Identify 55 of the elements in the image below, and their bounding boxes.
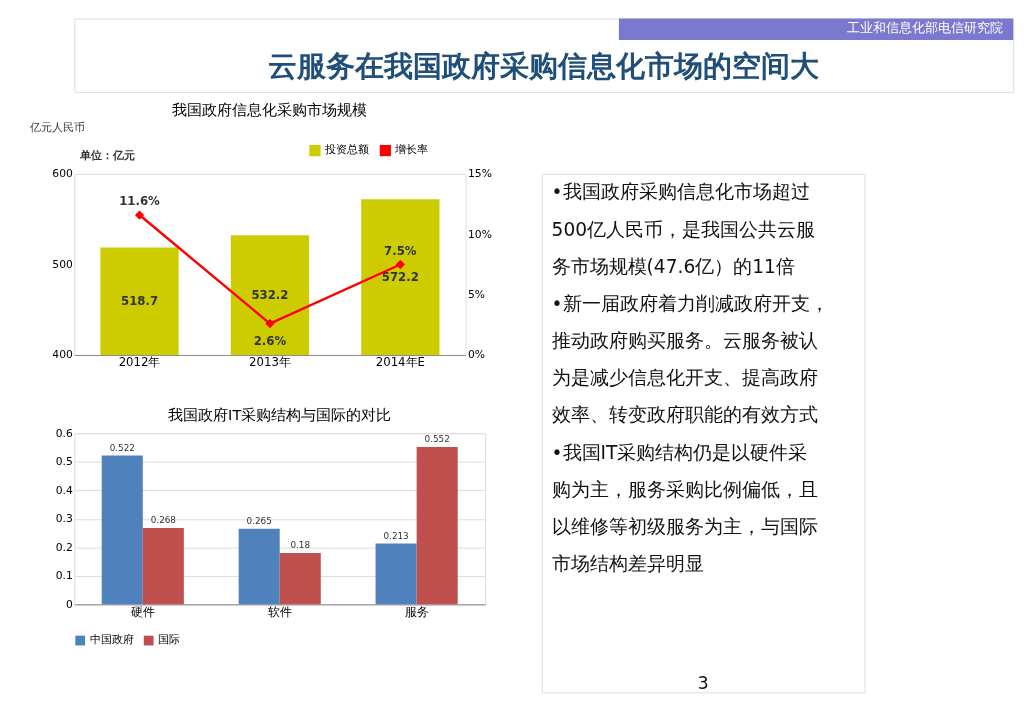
text: •新一届政府着力削减政府开支，推动政府购买服务。云服务被认为是减少信息化开支、提高政府效率、转变政府职能的有效方式 xyxy=(551,292,829,426)
point xyxy=(265,318,275,329)
x-tick-label: 2012年 xyxy=(118,355,161,370)
x-tick-label: 2013年 xyxy=(249,355,291,370)
point xyxy=(134,210,145,220)
y-tick-label: 400 xyxy=(52,348,74,362)
data-label: 0.265 xyxy=(246,515,272,526)
x-tick-label: 硬件 xyxy=(130,604,155,619)
legend-label: 中国政府 xyxy=(89,633,134,647)
x-tick-label: 服务 xyxy=(404,604,429,619)
y-tick-label: 600 xyxy=(52,167,74,181)
legend-label: 投资总额 xyxy=(323,143,369,157)
bar xyxy=(375,543,417,605)
text: 单位：亿元 xyxy=(79,149,136,163)
data-label: 532.2 xyxy=(251,288,289,303)
bar xyxy=(142,527,184,605)
text: •我国IT采购结构仍是以硬件采购为主，服务采购比例偏低，且以维修等初级服务为主，与国际市场结构差异明显 xyxy=(551,441,818,575)
text: •我国政府采购信息化市场超过500亿人民币，是我国公共云服务市场规模(47.6亿）的11倍 xyxy=(551,181,816,277)
legend-label: 国际 xyxy=(158,633,181,647)
bar xyxy=(279,553,321,605)
y-tick-label: 0.6 xyxy=(55,426,74,440)
text: 工业和信息化部电信研究院 xyxy=(847,20,1004,36)
y2-tick-label: 15% xyxy=(467,167,492,181)
y2-tick-label: 5% xyxy=(467,288,486,302)
data-label: 11.6% xyxy=(119,194,161,209)
y-tick-label: 0.1 xyxy=(55,569,73,583)
y-tick-label: 0.4 xyxy=(55,483,74,497)
data-label: 0.213 xyxy=(383,530,409,541)
text: 云服务在我国政府采购信息化市场的空间大 xyxy=(268,49,821,84)
y2-tick-label: 10% xyxy=(467,227,492,241)
data-label: 0.552 xyxy=(424,434,450,445)
bar xyxy=(416,446,458,605)
y-tick-label: 0.5 xyxy=(55,455,73,469)
x-tick-label: 2014年E xyxy=(375,355,425,370)
data-label: 7.5% xyxy=(384,243,417,258)
data-label: 2.6% xyxy=(253,334,287,349)
text: 3 xyxy=(697,673,709,694)
data-label: 0.522 xyxy=(109,442,135,453)
data-label: 572.2 xyxy=(381,269,419,284)
chart-title: 我国政府信息化采购市场规模 xyxy=(172,101,368,119)
y-tick-label: 500 xyxy=(52,257,74,271)
data-label: 518.7 xyxy=(120,294,159,309)
x-tick-label: 软件 xyxy=(267,604,292,619)
data-label: 0.268 xyxy=(150,515,176,526)
y-tick-label: 0 xyxy=(66,597,74,611)
legend-label: 增长率 xyxy=(394,143,429,157)
text: 亿元人民币 xyxy=(29,121,86,134)
y2-tick-label: 0% xyxy=(467,348,486,362)
y-tick-label: 0.3 xyxy=(55,512,73,526)
point xyxy=(395,259,405,270)
bar xyxy=(238,528,280,605)
chart-title: 我国政府IT采购结构与国际的对比 xyxy=(168,406,392,424)
bar xyxy=(101,455,143,605)
data-label: 0.18 xyxy=(290,540,311,551)
y-tick-label: 0.2 xyxy=(55,540,73,554)
